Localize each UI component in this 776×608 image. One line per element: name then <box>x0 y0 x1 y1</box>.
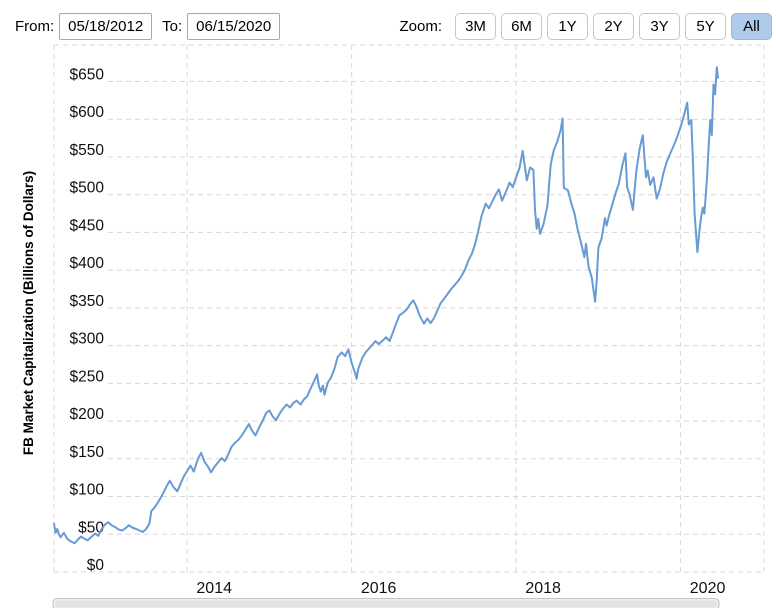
y-tick-label: $150 <box>70 444 105 461</box>
y-tick-label: $650 <box>70 67 105 84</box>
from-date-input[interactable] <box>59 12 153 40</box>
y-tick-label: $200 <box>70 406 105 423</box>
date-range-controls: From: To: <box>15 12 281 40</box>
market-cap-line <box>53 66 719 545</box>
y-axis-title: FB Market Capitalization (Billions of Do… <box>21 171 36 455</box>
zoom-label: Zoom: <box>399 17 442 35</box>
x-tick-label: 2014 <box>196 580 232 597</box>
y-tick-label: $550 <box>70 142 105 159</box>
zoom-button-6m[interactable]: 6M <box>501 12 542 40</box>
x-tick-label: 2018 <box>525 580 561 597</box>
to-label: To: <box>162 17 183 35</box>
zoom-button-2y[interactable]: 2Y <box>593 12 634 40</box>
zoom-button-3m[interactable]: 3M <box>455 12 496 40</box>
y-tick-label: $100 <box>70 482 105 499</box>
to-date-input[interactable] <box>187 12 281 40</box>
zoom-button-1y[interactable]: 1Y <box>547 12 588 40</box>
y-tick-label: $300 <box>70 331 105 348</box>
x-tick-label: 2016 <box>361 580 397 597</box>
y-tick-label: $50 <box>78 519 104 536</box>
zoom-button-5y[interactable]: 5Y <box>685 12 726 40</box>
zoom-button-group: 3M 6M 1Y 2Y 3Y 5Y All <box>450 12 772 40</box>
y-tick-label: $500 <box>70 180 105 197</box>
zoom-button-all[interactable]: All <box>731 12 772 40</box>
zoom-controls: Zoom: 3M 6M 1Y 2Y 3Y 5Y All <box>399 12 772 40</box>
y-tick-label: $250 <box>70 368 105 385</box>
chart-scrollbar-thumb[interactable] <box>55 600 717 608</box>
y-tick-label: $450 <box>70 217 105 234</box>
from-label: From: <box>15 17 55 35</box>
y-tick-label: $350 <box>70 293 105 310</box>
y-tick-label: $0 <box>87 557 105 574</box>
y-tick-label: $600 <box>70 104 105 121</box>
y-tick-label: $400 <box>70 255 105 272</box>
x-tick-label: 2020 <box>690 580 726 597</box>
zoom-button-3y[interactable]: 3Y <box>639 12 680 40</box>
